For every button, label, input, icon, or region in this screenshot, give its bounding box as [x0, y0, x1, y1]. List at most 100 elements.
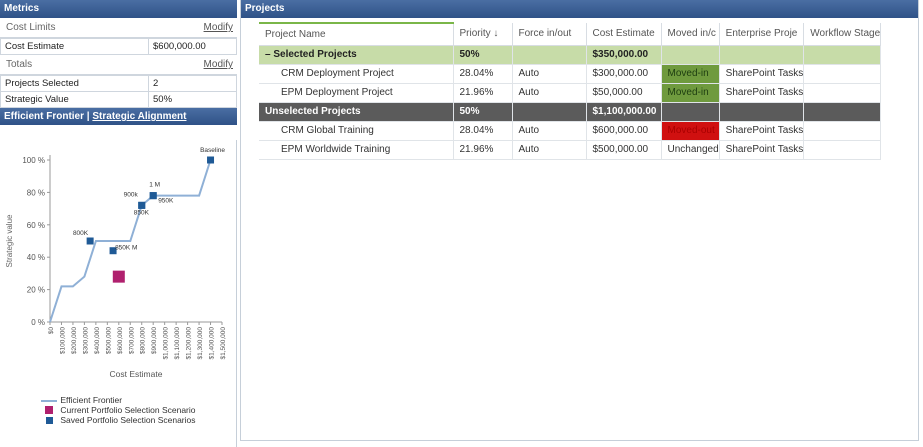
- cell-moved: Unchanged: [661, 140, 720, 160]
- efficient-frontier-line: [49, 159, 212, 323]
- legend-square-icon: [40, 416, 58, 426]
- cost-limits-modify-link[interactable]: Modify: [203, 22, 233, 33]
- cell-workflow-stage: [803, 121, 882, 141]
- column-force-in-out[interactable]: Force in/out: [512, 23, 587, 46]
- saved-scenario-label: 850K: [134, 209, 150, 216]
- cell-priority: 21.96%: [453, 140, 513, 160]
- x-tick-label: $100,000: [59, 327, 66, 354]
- totals-modify-link[interactable]: Modify: [203, 59, 233, 70]
- x-tick-label: $1,400,000: [209, 327, 216, 360]
- frontier-tab-bar: Efficient Frontier | Strategic Alignment: [0, 108, 237, 125]
- projects-header: Projects: [241, 0, 918, 18]
- cell-workflow-stage: [803, 140, 882, 160]
- group-enterprise: [719, 102, 805, 122]
- cell-moved: Moved-in: [661, 83, 720, 103]
- x-tick-label: $900,000: [151, 327, 158, 354]
- cell-cost-estimate: $600,000.00: [586, 121, 662, 141]
- x-tick-label: $1,200,000: [186, 327, 193, 360]
- column-workflow-stage[interactable]: Workflow Stage: [803, 23, 882, 46]
- cell-moved: Moved-in: [661, 64, 720, 84]
- x-tick-label: $400,000: [94, 327, 101, 354]
- cost-limits-label: Cost Limits: [6, 22, 56, 33]
- metrics-header: Metrics: [0, 0, 237, 18]
- legend-item-efficient-frontier: Efficient Frontier: [40, 395, 196, 405]
- chart-legend: Efficient Frontier Current Portfolio Sel…: [40, 395, 196, 425]
- table-row[interactable]: EPM Worldwide Training 21.96% Auto $500,000…: [259, 140, 882, 160]
- saved-scenario-point: [86, 237, 94, 245]
- group-cost: $350,000.00: [586, 45, 662, 65]
- saved-scenario-label: 950K: [158, 198, 174, 205]
- strategic-value-label: Strategic Value: [0, 91, 149, 108]
- cost-estimate-label: Cost Estimate: [0, 38, 149, 55]
- cell-priority: 28.04%: [453, 64, 513, 84]
- group-row-selected[interactable]: – Selected Projects 50% $350,000.00: [259, 45, 882, 65]
- column-cost-estimate[interactable]: Cost Estimate: [586, 23, 662, 46]
- x-tick-label: $200,000: [71, 327, 78, 354]
- y-tick-label: 40 %: [27, 253, 45, 262]
- grid-header-row: Project Name Priority ↓ Force in/out Cos…: [259, 22, 882, 46]
- legend-label: Efficient Frontier: [60, 395, 123, 405]
- projects-selected-value: 2: [148, 75, 237, 92]
- cell-force: Auto: [512, 83, 587, 103]
- table-row[interactable]: EPM Deployment Project 21.96% Auto $50,000.…: [259, 83, 882, 103]
- column-priority[interactable]: Priority ↓: [453, 23, 513, 46]
- x-tick-label: $800,000: [140, 327, 147, 354]
- tab-efficient-frontier[interactable]: Efficient Frontier: [4, 111, 85, 122]
- cell-priority: 21.96%: [453, 83, 513, 103]
- saved-scenario-label: Baseline: [200, 147, 225, 154]
- legend-square-icon: [40, 405, 58, 416]
- tab-strategic-alignment[interactable]: Strategic Alignment: [92, 111, 187, 122]
- metrics-panel: Metrics Cost Limits Modify Cost Estimate…: [0, 0, 237, 447]
- projects-selected-row: Projects Selected 2: [0, 75, 237, 92]
- group-moved: [661, 102, 720, 122]
- column-enterprise-project[interactable]: Enterprise Proje: [719, 23, 805, 46]
- projects-panel: Projects Project Name Priority ↓ Force i…: [240, 0, 919, 441]
- group-priority: 50%: [453, 102, 513, 122]
- group-name: Unselected Projects: [259, 102, 454, 122]
- cell-project-name[interactable]: CRM Global Training: [259, 121, 454, 141]
- efficient-frontier-chart: 0 % 20 % 40 % 60 % 80 % 100 % $0 $100,000 $200,0…: [5, 147, 227, 379]
- cell-project-name[interactable]: CRM Deployment Project: [259, 64, 454, 84]
- group-moved: [661, 45, 720, 65]
- x-tick-label: $700,000: [128, 327, 135, 354]
- table-row[interactable]: CRM Deployment Project 28.04% Auto $300,000…: [259, 64, 882, 84]
- column-moved-in-out[interactable]: Moved in/c: [661, 23, 720, 46]
- group-row-unselected[interactable]: Unselected Projects 50% $1,100,000.00: [259, 102, 882, 122]
- totals-label: Totals: [6, 59, 33, 70]
- group-cost: $1,100,000.00: [586, 102, 662, 122]
- legend-label: Saved Portfolio Selection Scenarios: [60, 415, 196, 425]
- table-row[interactable]: CRM Global Training 28.04% Auto $600,000.00…: [259, 121, 882, 141]
- saved-scenario-point: [207, 156, 215, 164]
- cell-project-name[interactable]: EPM Worldwide Training: [259, 140, 454, 160]
- group-workflow: [803, 45, 882, 65]
- projects-grid: Project Name Priority ↓ Force in/out Cos…: [259, 22, 882, 160]
- group-force: [512, 45, 587, 65]
- cell-workflow-stage: [803, 83, 882, 103]
- y-tick-label: 0 %: [31, 318, 45, 327]
- cell-cost-estimate: $300,000.00: [586, 64, 662, 84]
- legend-line-icon: [40, 396, 58, 406]
- x-axis-title: Cost Estimate: [110, 369, 163, 379]
- legend-item-saved: Saved Portfolio Selection Scenarios: [40, 415, 196, 425]
- tab-separator: |: [86, 111, 90, 122]
- cost-limits-section: Cost Limits Modify: [0, 18, 237, 38]
- x-tick-label: $1,500,000: [220, 327, 227, 360]
- y-tick-label: 100 %: [22, 156, 45, 165]
- totals-table: Projects Selected 2 Strategic Value 50%: [0, 75, 237, 108]
- y-tick-label: 20 %: [27, 286, 45, 295]
- current-scenario-point: [112, 270, 125, 283]
- strategic-value-row: Strategic Value 50%: [0, 91, 237, 108]
- x-tick-label: $300,000: [82, 327, 89, 354]
- cell-enterprise-project: SharePoint Tasks: [719, 64, 805, 84]
- y-axis-title: Strategic value: [5, 214, 14, 267]
- group-force: [512, 102, 587, 122]
- cost-estimate-value: $600,000.00: [148, 38, 237, 55]
- cost-estimate-row: Cost Estimate $600,000.00: [0, 38, 237, 55]
- column-project-name[interactable]: Project Name: [259, 22, 454, 46]
- cell-moved: Moved-out: [661, 121, 720, 141]
- cell-project-name[interactable]: EPM Deployment Project: [259, 83, 454, 103]
- projects-selected-label: Projects Selected: [0, 75, 149, 92]
- cell-enterprise-project: SharePoint Tasks: [719, 140, 805, 160]
- cell-force: Auto: [512, 64, 587, 84]
- saved-scenario-label: 900k: [124, 191, 139, 198]
